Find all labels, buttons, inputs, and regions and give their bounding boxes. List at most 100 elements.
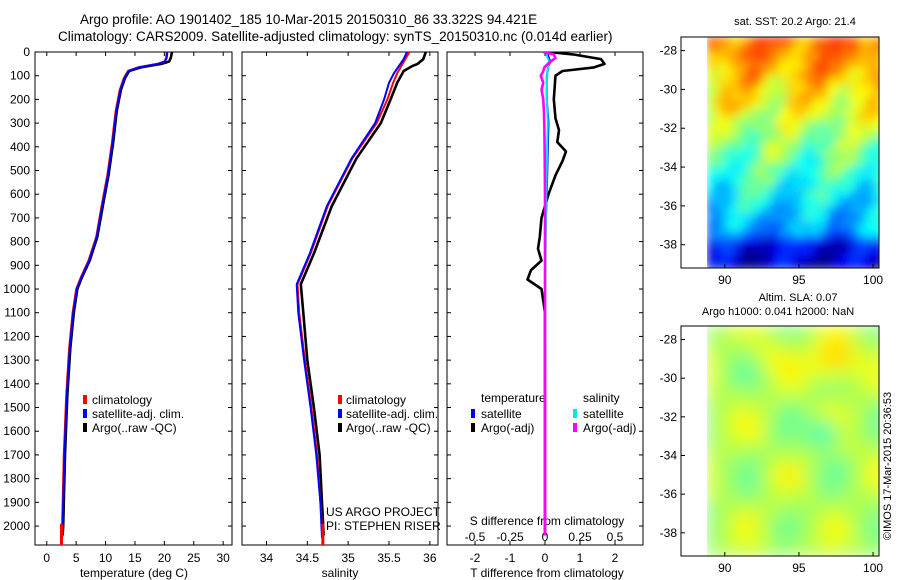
sst-cell (811, 165, 820, 174)
sst-cell (803, 245, 812, 254)
sst-cell (819, 149, 828, 158)
sla-cell (837, 356, 848, 367)
sst-cell (811, 261, 820, 268)
sst-cell (867, 45, 876, 54)
sla-cell (737, 396, 748, 407)
sst-cell (827, 173, 836, 182)
depth-tick-label: 1800 (3, 472, 30, 486)
sla-cell (777, 496, 788, 507)
sla-cell (717, 426, 728, 437)
sla-cell (757, 386, 768, 397)
sla-cell (817, 536, 828, 547)
x-tick-label: 1 (577, 551, 584, 565)
sla-cell (757, 446, 768, 457)
sst-cell (707, 213, 716, 222)
sst-cell (795, 181, 804, 190)
sst-cell (723, 133, 732, 142)
sla-cell (717, 396, 728, 407)
sst-cell (731, 61, 740, 70)
sla-cell (737, 486, 748, 497)
sst-cell (723, 181, 732, 190)
sla-cell (877, 506, 879, 517)
legend-swatch-s-satellite (573, 409, 577, 418)
sla-cell (807, 506, 818, 517)
sst-cell (835, 93, 844, 102)
sla-cell (807, 456, 818, 467)
sla-cell (787, 396, 798, 407)
sla-cell (837, 386, 848, 397)
sst-cell (859, 149, 868, 158)
depth-tick-label: 1700 (3, 448, 30, 462)
sst-cell (827, 93, 836, 102)
sst-cell (835, 37, 844, 46)
sla-cell (877, 336, 879, 347)
sla-cell (777, 506, 788, 517)
sla-cell (867, 406, 878, 417)
sla-cell (847, 536, 858, 547)
sst-cell (707, 189, 716, 198)
sst-cell (707, 229, 716, 238)
sst-cell (739, 69, 748, 78)
sla-cell (847, 416, 858, 427)
sla-cell (737, 366, 748, 377)
sla-cell (807, 406, 818, 417)
sst-cell (739, 157, 748, 166)
sst-cell (707, 77, 716, 86)
sla-cell (737, 356, 748, 367)
sla-cell (797, 486, 808, 497)
sst-cell (843, 157, 852, 166)
sst-cell (875, 149, 879, 158)
sla-cell (777, 526, 788, 537)
sla-cell (737, 346, 748, 357)
sst-cell (747, 53, 756, 62)
sst-cell (715, 93, 724, 102)
depth-tick-label: 1900 (3, 495, 30, 509)
sst-cell (723, 93, 732, 102)
map-x-tick-label: 100 (863, 273, 883, 287)
sst-cell (819, 45, 828, 54)
sst-cell (795, 205, 804, 214)
sst-cell (787, 117, 796, 126)
sst-cell (763, 85, 772, 94)
sst-cell (715, 85, 724, 94)
sst-cell (803, 165, 812, 174)
sla-cell (857, 356, 868, 367)
sla-cell (807, 526, 818, 537)
sst-cell (851, 245, 860, 254)
sla-cell (827, 506, 838, 517)
sst-cell (843, 213, 852, 222)
sla-cell (817, 356, 828, 367)
legend-label-argo: Argo(..raw -QC) (346, 421, 431, 435)
sla-cell (727, 346, 738, 357)
sst-cell (859, 197, 868, 206)
sst-cell (875, 205, 879, 214)
sst-cell (851, 141, 860, 150)
sla-cell (837, 336, 848, 347)
sla-cell (757, 366, 768, 377)
temperature-series (59, 52, 174, 545)
sla-map-title-line2: Argo h1000: 0.041 h2000: NaN (702, 306, 854, 318)
sla-cell (827, 356, 838, 367)
sla-cell (837, 456, 848, 467)
sla-cell (777, 346, 788, 357)
sst-cell (779, 93, 788, 102)
sla-cell (827, 406, 838, 417)
sla-cell (877, 366, 879, 377)
sla-cell (827, 546, 838, 556)
sla-cell (727, 546, 738, 556)
sst-cell (819, 253, 828, 262)
sst-cell (739, 141, 748, 150)
sla-heatmap-field (707, 326, 879, 556)
sst-cell (843, 141, 852, 150)
sla-cell (747, 476, 758, 487)
sst-cell (723, 221, 732, 230)
sst-cell (779, 149, 788, 158)
sst-cell (867, 101, 876, 110)
depth-tick-label: 900 (10, 258, 30, 272)
sst-cell (803, 189, 812, 198)
sst-cell (835, 237, 844, 246)
sst-cell (843, 173, 852, 182)
sst-cell (739, 173, 748, 182)
sla-cell (797, 466, 808, 477)
sst-cell (795, 85, 804, 94)
